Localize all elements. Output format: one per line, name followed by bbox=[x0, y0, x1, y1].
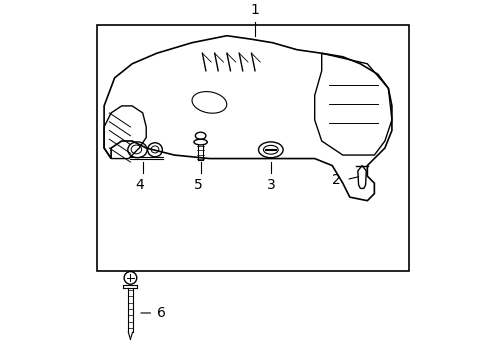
Bar bbox=[97, 25, 408, 271]
Text: 4: 4 bbox=[135, 177, 143, 192]
Text: 1: 1 bbox=[250, 4, 259, 17]
Text: 3: 3 bbox=[266, 177, 275, 192]
Text: 5: 5 bbox=[193, 177, 202, 192]
Text: 2: 2 bbox=[331, 172, 340, 186]
Text: 6: 6 bbox=[157, 306, 166, 320]
